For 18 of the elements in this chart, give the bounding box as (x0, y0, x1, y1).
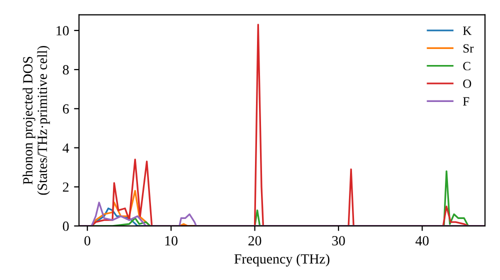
x-tick-label: 20 (248, 236, 262, 246)
y-tick-label: 4 (62, 143, 70, 153)
legend-label: F (462, 97, 470, 106)
legend-label: Sr (463, 44, 474, 53)
legend-label: C (463, 62, 470, 70)
x-tick-label: 10 (165, 236, 178, 246)
y-tick-label: 6 (62, 104, 69, 114)
x-tick-label: 0 (84, 236, 90, 246)
y-tick-label: 0 (62, 222, 69, 231)
y-tick-label: 10 (56, 26, 69, 36)
x-axis-title: Frequency (THz) (234, 254, 330, 266)
x-tick-label: 40 (416, 236, 429, 246)
legend-label: O (463, 80, 472, 88)
y-tick-label: 2 (62, 182, 69, 192)
x-tick-label: 30 (332, 236, 345, 246)
y-axis-title: Phonon projected DOS (States/THz·primitive cell) (22, 46, 50, 195)
y-tick-label: 8 (62, 65, 69, 75)
legend-label: K (462, 26, 472, 35)
